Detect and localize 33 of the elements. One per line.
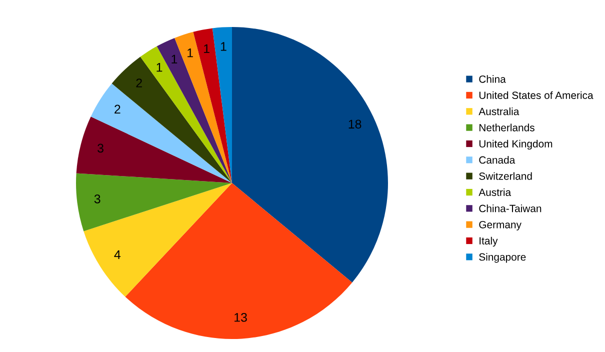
pie-slice (112, 56, 232, 183)
pie-slice (156, 38, 232, 183)
legend-label: China (479, 75, 506, 83)
legend-label: Singapore (479, 253, 526, 263)
legend-label: United States of America (479, 91, 594, 99)
data-label: 2 (136, 78, 142, 88)
data-label: 4 (114, 250, 121, 259)
pie-slice (76, 116, 232, 183)
pie-slice (232, 27, 388, 282)
legend-label: Australia (478, 108, 520, 116)
data-label: 1 (188, 48, 193, 58)
pie-slice (76, 173, 232, 232)
legend-label: China-Taiwan (479, 204, 542, 212)
legend-label: Germany (479, 220, 522, 230)
data-label: 2 (114, 104, 120, 114)
legend-label: Austria (478, 188, 512, 196)
data-label: 1 (220, 42, 226, 51)
data-label: 1 (204, 44, 210, 53)
pie-slice (125, 183, 352, 339)
data-label: 18 (348, 120, 362, 129)
pie-slice (193, 28, 232, 183)
legend-label: Switzerland (479, 172, 532, 180)
legend-label: Italy (480, 236, 498, 247)
legend-label: Netherlands (480, 124, 534, 132)
data-label: 13 (234, 312, 247, 322)
pie-slice (84, 183, 232, 297)
data-label: 3 (98, 144, 104, 153)
data-label: 1 (172, 54, 178, 64)
pie-slice (212, 27, 232, 183)
legend-label: United Kingdom (479, 140, 552, 150)
data-label: 1 (156, 63, 162, 72)
data-label: 3 (94, 194, 100, 204)
legend-label: Canada (479, 156, 516, 164)
